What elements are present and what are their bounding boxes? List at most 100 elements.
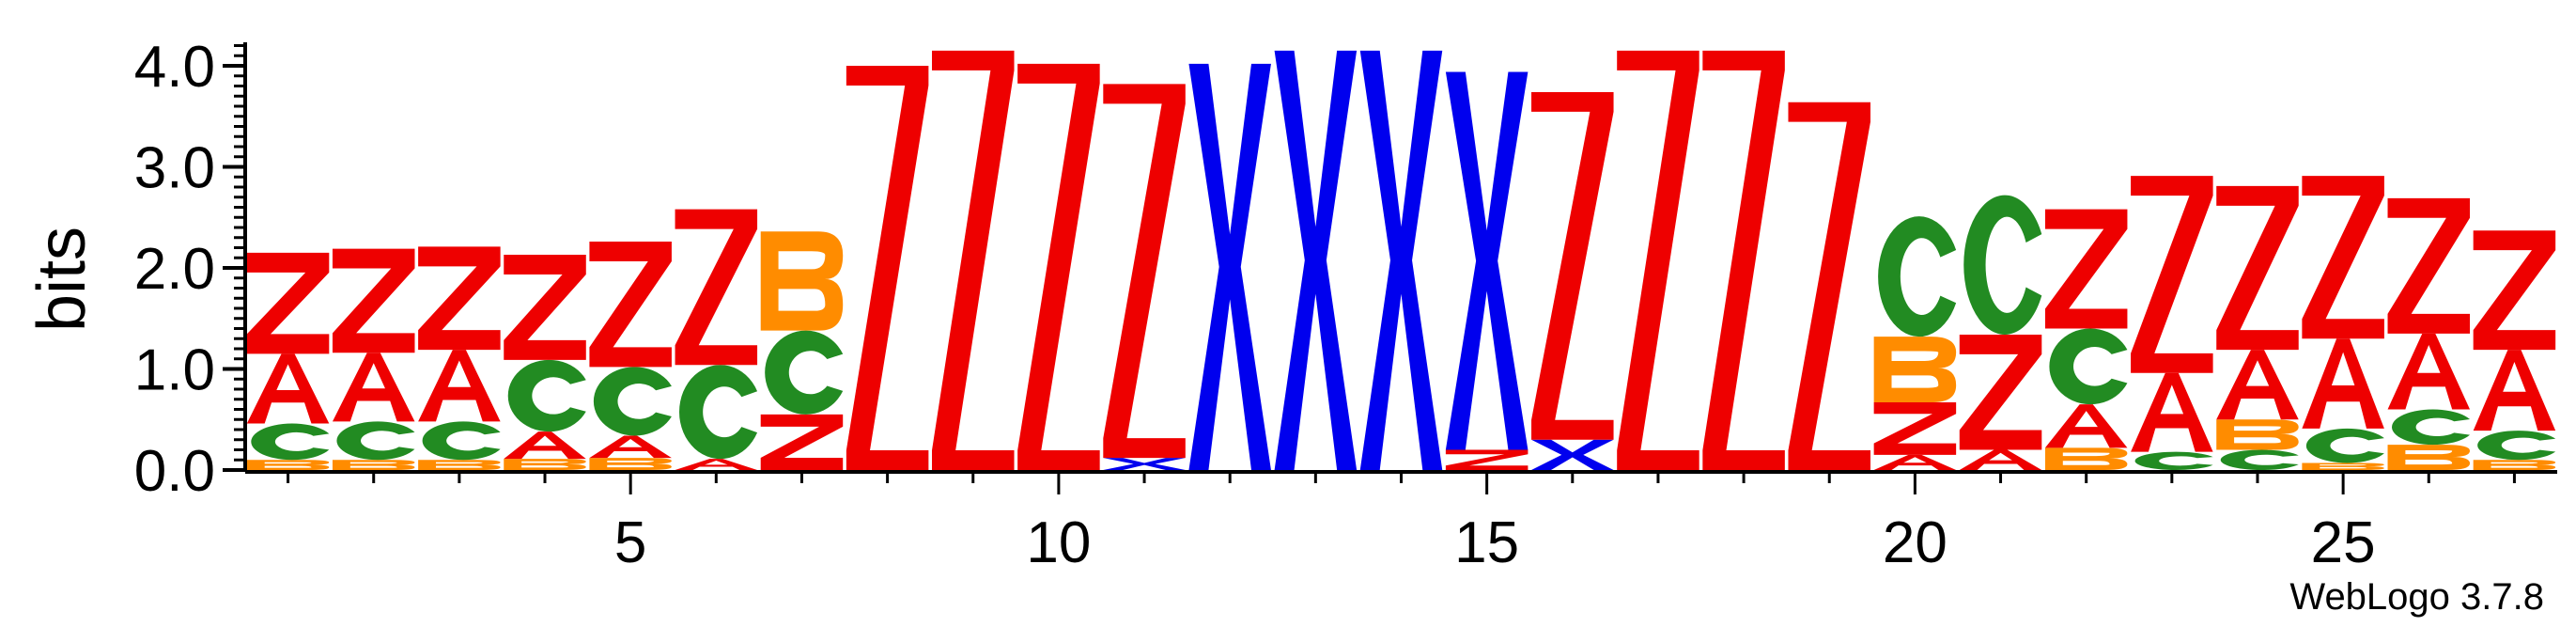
letter-X-pos-12 (1188, 63, 1271, 470)
letter-Z-pos-21 (1959, 334, 2042, 450)
logo-column-22 (2044, 209, 2128, 470)
letter-C-pos-21 (1963, 195, 2042, 335)
logo-column-18 (1702, 50, 1785, 470)
letter-A-pos-25 (2302, 338, 2384, 429)
letter-Z-pos-16 (1531, 91, 1614, 440)
x-tick-label: 5 (614, 510, 646, 575)
logo-column-17 (1617, 50, 1699, 470)
letter-B-pos-4 (504, 459, 586, 471)
letter-Z-pos-2 (332, 248, 415, 353)
letter-B-pos-7 (760, 231, 844, 331)
letter-A-pos-26 (2387, 333, 2471, 410)
letter-B-pos-1 (246, 460, 330, 470)
letter-Z-pos-20 (1873, 401, 1957, 455)
y-tick-label: 1.0 (134, 338, 215, 403)
letter-Z-pos-27 (2473, 230, 2556, 351)
letter-Z-pos-5 (589, 242, 672, 368)
letter-C-pos-5 (593, 367, 672, 436)
x-axis: 5 10 15 20 25 (245, 470, 2557, 575)
y-tick-label: 3.0 (134, 136, 215, 201)
letter-C-pos-7 (765, 330, 844, 415)
letter-Z-pos-19 (1788, 102, 1870, 470)
logo-column-13 (1274, 50, 1358, 470)
x-tick-label: 20 (1883, 510, 1948, 575)
letter-Z-pos-8 (846, 66, 929, 470)
letter-A-pos-20 (1873, 454, 1957, 471)
logo-column-9 (932, 50, 1015, 470)
logo-column-5 (589, 242, 672, 470)
logo-column-12 (1188, 63, 1271, 470)
y-axis-label: bits (24, 227, 100, 332)
letter-B-pos-25 (2302, 462, 2384, 471)
letter-C-pos-22 (2049, 328, 2128, 405)
letter-A-pos-6 (675, 459, 758, 471)
letter-X-pos-15 (1445, 71, 1529, 450)
letter-A-pos-21 (1959, 449, 2042, 470)
letter-C-pos-23 (2134, 451, 2213, 470)
x-tick-label: 25 (2311, 510, 2376, 575)
logo-column-10 (1017, 63, 1100, 470)
logo-column-8 (846, 66, 929, 470)
letter-X-pos-14 (1359, 50, 1443, 470)
letter-A-pos-4 (504, 431, 586, 460)
letter-C-pos-4 (507, 359, 586, 432)
letter-A-pos-27 (2473, 350, 2556, 431)
logo-column-23 (2131, 176, 2213, 470)
letter-C-pos-24 (2220, 449, 2299, 470)
weblogo-version-label: WebLogo 3.7.8 (2289, 576, 2544, 618)
letter-Z-pos-17 (1617, 50, 1699, 470)
y-tick-label: 0.0 (134, 439, 215, 504)
letter-B-pos-24 (2216, 419, 2299, 450)
logo-column-24 (2216, 185, 2299, 470)
letter-Z-pos-9 (932, 50, 1015, 470)
letter-Z-pos-25 (2302, 176, 2384, 339)
y-axis: 0.0 1.0 2.0 3.0 4.0 (134, 35, 247, 504)
letter-C-pos-3 (422, 421, 501, 461)
letter-Z-pos-1 (246, 252, 330, 354)
logo-column-6 (675, 209, 758, 471)
y-tick-label: 2.0 (134, 237, 215, 302)
letter-C-pos-25 (2305, 428, 2384, 463)
letter-Z-pos-26 (2387, 197, 2471, 334)
letter-C-pos-6 (679, 365, 758, 460)
letter-B-pos-3 (418, 460, 501, 470)
letter-A-pos-5 (589, 435, 672, 459)
letter-B-pos-27 (2473, 460, 2556, 470)
letter-B-pos-22 (2044, 447, 2128, 470)
logo-column-16 (1531, 91, 1614, 470)
y-tick-label: 4.0 (134, 35, 215, 100)
logo-column-4 (504, 255, 586, 471)
letter-Z-pos-3 (418, 246, 501, 351)
letter-C-pos-27 (2477, 431, 2556, 461)
letter-Z-pos-18 (1702, 50, 1785, 470)
logo-column-19 (1788, 102, 1870, 470)
logo-column-15 (1445, 71, 1529, 470)
logo-column-25 (2302, 176, 2384, 471)
letter-stacks (246, 50, 2556, 471)
logo-column-27 (2473, 230, 2556, 470)
logo-column-26 (2387, 197, 2471, 471)
x-tick-label: 15 (1454, 510, 1519, 575)
letter-A-pos-2 (332, 353, 415, 422)
letter-X-pos-16 (1531, 439, 1614, 470)
letter-Z-pos-10 (1017, 63, 1100, 470)
letter-Z-pos-4 (504, 255, 586, 360)
letter-C-pos-2 (336, 421, 415, 461)
letter-A-pos-1 (246, 353, 330, 424)
x-tick-label: 10 (1026, 510, 1091, 575)
logo-column-3 (418, 246, 501, 470)
logo-column-11 (1103, 84, 1186, 470)
letter-A-pos-22 (2044, 404, 2128, 448)
logo-column-2 (332, 248, 415, 470)
letter-Z-pos-22 (2044, 209, 2128, 329)
letter-B-pos-5 (589, 458, 672, 470)
logo-column-1 (246, 252, 330, 470)
letter-A-pos-24 (2216, 350, 2299, 420)
letter-A-pos-3 (418, 350, 501, 422)
letter-X-pos-11 (1103, 458, 1186, 470)
letter-Z-pos-23 (2131, 176, 2213, 373)
letter-Z-pos-6 (675, 209, 758, 366)
logo-column-14 (1359, 50, 1443, 470)
letter-C-pos-26 (2391, 409, 2471, 446)
